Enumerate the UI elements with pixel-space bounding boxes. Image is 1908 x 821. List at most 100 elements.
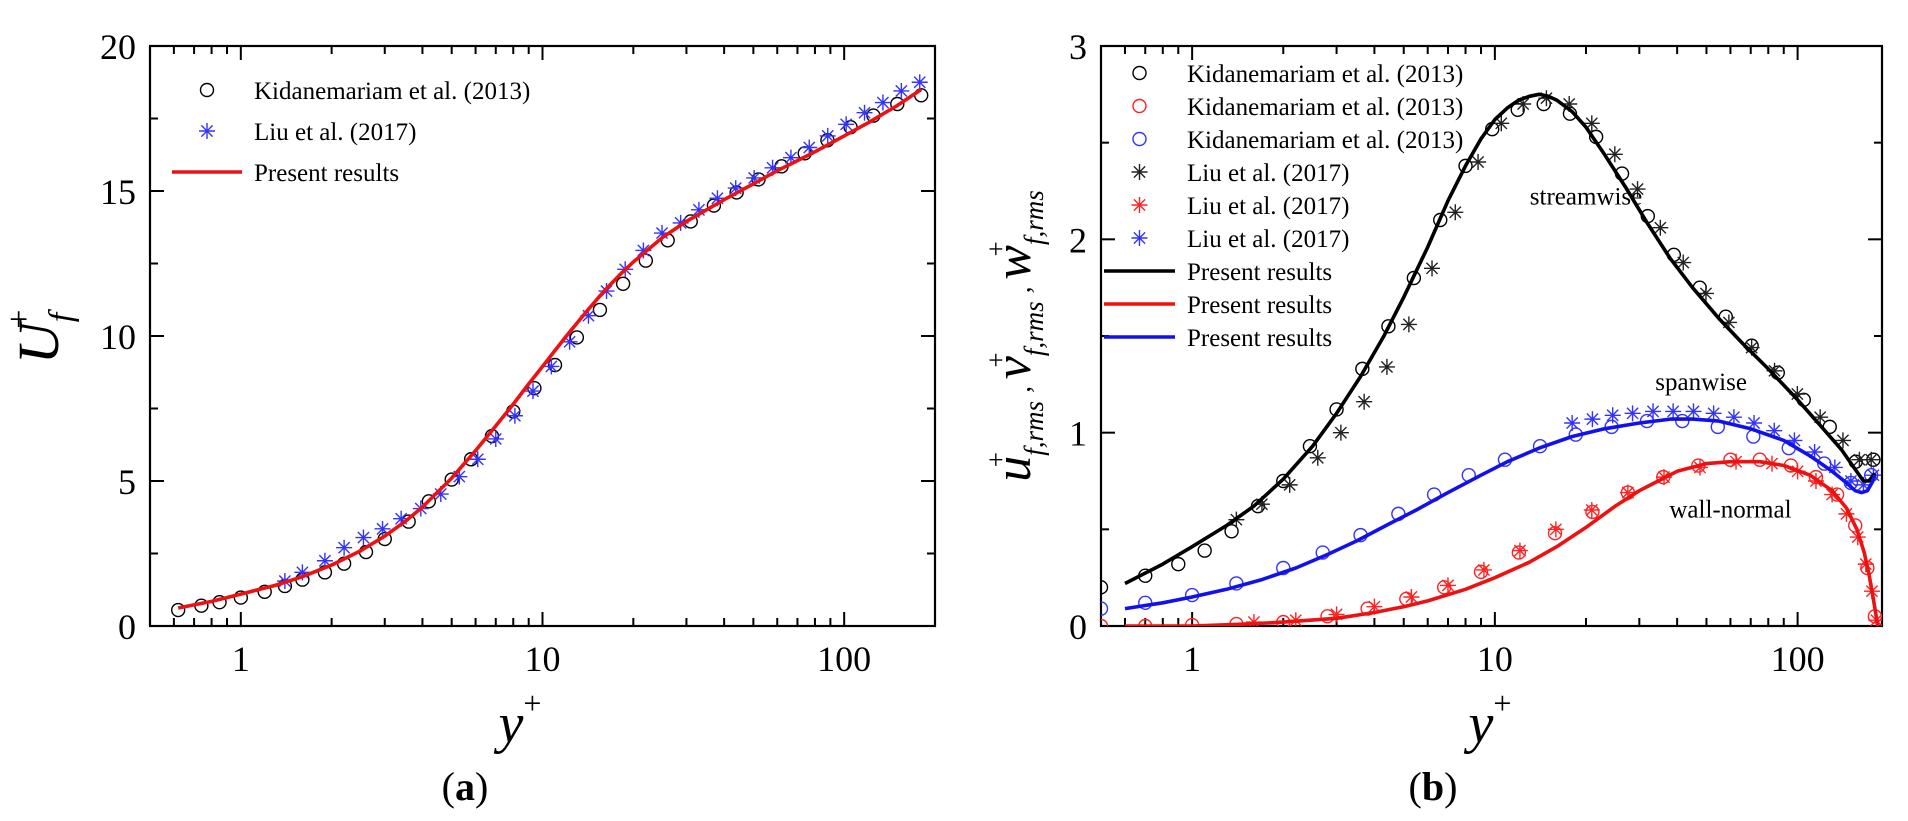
legend-item: Kidanemariam et al. (2013)	[1132, 61, 1463, 88]
x-axis-label-sup: +	[523, 685, 541, 721]
chart-panel-a: 1 10 100 0 5 10 15 20 Kidanemariam et al. (2013)…	[1, 27, 937, 809]
legend-item: Present results	[1104, 325, 1332, 352]
data-point	[729, 185, 744, 200]
data-point	[874, 94, 891, 111]
series-1	[276, 74, 928, 590]
data-point	[819, 127, 836, 144]
data-point	[569, 330, 585, 345]
x-axis-label-main: y	[1464, 693, 1494, 755]
data-point	[1685, 403, 1702, 420]
legend-marker	[1131, 230, 1148, 246]
data-point	[1515, 96, 1532, 112]
data-point	[838, 116, 855, 133]
data-point	[1366, 598, 1383, 615]
series-line	[1125, 459, 1880, 626]
panel-label-open: (	[442, 764, 455, 809]
x-tick-label: 100	[1771, 639, 1825, 679]
data-point	[890, 96, 905, 112]
data-point	[469, 451, 486, 468]
data-point	[1723, 452, 1738, 467]
panel-label-letter: b	[1422, 764, 1444, 809]
legend-marker	[1132, 98, 1147, 114]
legend: Kidanemariam et al. (2013) Kidanemariam e…	[1104, 61, 1463, 352]
data-point	[1253, 496, 1270, 513]
panel-label-close: )	[1444, 764, 1457, 809]
data-point	[1652, 219, 1669, 236]
y-axis-label-sub: f,rms	[1019, 401, 1049, 456]
data-point	[1725, 409, 1742, 426]
legend-label: Liu et al. (2017)	[254, 119, 416, 146]
data-point	[233, 590, 249, 605]
y-axis-label-sup: +	[981, 351, 1011, 369]
panel-label-close: )	[475, 764, 488, 809]
panel-label-letter: a	[455, 764, 475, 809]
data-point	[374, 520, 391, 537]
data-point	[1720, 314, 1737, 331]
data-point	[1705, 405, 1722, 422]
data-point	[451, 468, 468, 485]
data-point	[1458, 158, 1473, 174]
data-point	[1281, 476, 1298, 493]
legend-item: Liu et al. (2017)	[1131, 193, 1349, 220]
y-axis-label-sup: +	[981, 451, 1011, 469]
data-point	[1473, 564, 1489, 580]
data-point	[1406, 270, 1422, 286]
data-point	[336, 539, 353, 556]
data-point	[1302, 439, 1318, 454]
legend-label: Kidanemariam et al. (2013)	[1187, 127, 1463, 154]
data-point	[1834, 432, 1851, 449]
series-3	[1228, 90, 1880, 528]
data-point	[1562, 106, 1578, 121]
data-point	[1547, 521, 1564, 538]
y-axis-label-sub: f,rms	[1019, 190, 1049, 245]
y-tick-label: 15	[100, 172, 136, 212]
legend-label: Liu et al. (2017)	[1187, 160, 1349, 187]
data-point	[1863, 451, 1880, 468]
legend-marker	[1132, 65, 1147, 81]
legend-label: Kidanemariam et al. (2013)	[1187, 94, 1463, 121]
data-point	[1400, 316, 1417, 333]
data-point	[1475, 561, 1492, 578]
data-point	[672, 214, 689, 231]
data-point	[1855, 476, 1872, 493]
x-axis-label-main: y	[494, 693, 524, 755]
data-point	[1665, 403, 1682, 420]
series-8	[1124, 417, 1877, 611]
annotation-label: wall-normal	[1669, 497, 1791, 524]
data-point	[1851, 451, 1868, 468]
y-tick-label: 20	[100, 27, 136, 67]
data-point	[1470, 154, 1487, 170]
y-axis-label-main: u	[985, 456, 1042, 482]
legend-item: Liu et al. (2017)	[1131, 226, 1349, 253]
y-axis-label-sub: f,rms	[1019, 301, 1049, 356]
data-point	[432, 486, 449, 503]
legend-label: Kidanemariam et al. (2013)	[254, 78, 530, 105]
legend-item: Liu et al. (2017)	[199, 119, 416, 146]
data-point	[543, 358, 560, 375]
data-point	[1583, 115, 1600, 132]
data-point	[1743, 339, 1760, 356]
data-point	[690, 201, 707, 218]
data-point	[1332, 424, 1349, 441]
data-point	[911, 74, 928, 91]
data-point	[1697, 285, 1714, 302]
data-point	[654, 225, 671, 242]
data-point	[506, 407, 523, 424]
legend-item: Liu et al. (2017)	[1131, 160, 1349, 187]
y-axis-label: Uf +	[1, 308, 80, 364]
legend-label: Present results	[254, 160, 399, 187]
y-axis-label-main: w	[985, 245, 1042, 280]
data-point	[1101, 601, 1109, 616]
y-axis-label-main: v	[985, 355, 1042, 379]
data-point	[1138, 618, 1153, 626]
data-point	[801, 139, 818, 156]
legend-item: Kidanemariam et al. (2013)	[1132, 127, 1463, 154]
data-point	[638, 253, 654, 268]
legend-item: Present results	[1104, 292, 1332, 319]
data-point	[1826, 459, 1843, 476]
x-tick-label: 1	[1183, 639, 1201, 679]
y-axis-label-main: U	[6, 318, 71, 364]
x-tick-label: 1	[232, 639, 250, 679]
data-point	[1624, 405, 1641, 422]
legend-marker	[199, 123, 215, 139]
